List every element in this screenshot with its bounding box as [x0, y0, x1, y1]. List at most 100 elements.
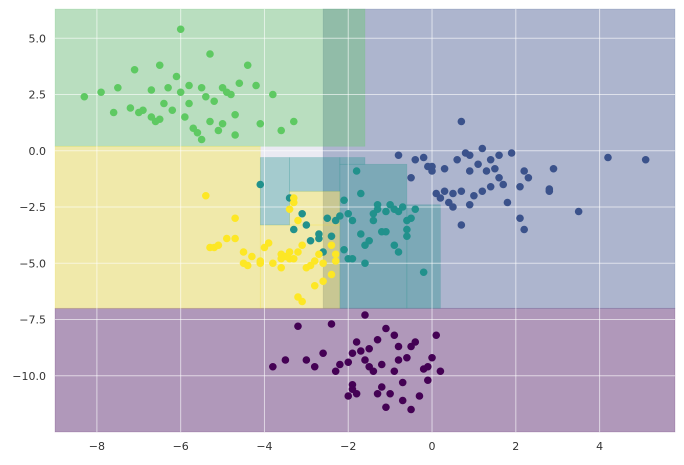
data-point — [449, 203, 457, 211]
data-point — [474, 160, 482, 169]
data-point — [172, 72, 181, 81]
data-point — [243, 261, 252, 270]
data-point — [524, 173, 533, 182]
data-point — [323, 214, 332, 223]
data-point — [302, 356, 311, 364]
data-point — [407, 405, 415, 414]
data-point — [424, 362, 432, 371]
data-point — [361, 259, 369, 268]
data-point — [407, 214, 415, 223]
data-point — [365, 344, 373, 353]
data-point — [310, 281, 319, 290]
data-point — [428, 162, 436, 171]
decision-region — [54, 8, 366, 147]
x-tick-label: −8 — [89, 440, 105, 453]
data-point — [495, 151, 503, 160]
decision-region — [259, 157, 290, 226]
decision-region — [339, 157, 366, 165]
data-point — [185, 81, 193, 90]
data-point — [411, 205, 420, 214]
data-point — [168, 106, 177, 115]
data-point — [486, 182, 495, 191]
data-point — [214, 241, 223, 250]
data-point — [394, 151, 403, 160]
data-point — [281, 356, 290, 364]
data-point — [298, 209, 306, 218]
data-point — [436, 194, 445, 202]
x-tick-label: −2 — [340, 440, 356, 453]
data-point — [415, 392, 424, 400]
data-point — [235, 79, 244, 88]
data-point — [390, 331, 399, 340]
data-point — [457, 117, 466, 126]
data-point — [155, 61, 164, 70]
data-point — [252, 81, 260, 90]
data-point — [495, 173, 503, 182]
data-point — [176, 25, 185, 34]
data-point — [377, 383, 386, 391]
data-point — [361, 356, 369, 364]
data-point — [453, 155, 461, 164]
x-tick-label: 4 — [596, 440, 603, 453]
data-point — [277, 254, 286, 263]
data-point — [256, 119, 265, 128]
data-point — [398, 396, 407, 405]
data-point — [390, 367, 399, 376]
data-point — [147, 86, 156, 94]
data-point — [520, 167, 528, 175]
data-point — [214, 126, 223, 135]
data-point — [377, 360, 386, 369]
data-point — [457, 221, 466, 229]
data-point — [486, 155, 495, 164]
data-point — [394, 248, 403, 256]
data-point — [449, 189, 457, 198]
data-point — [176, 88, 185, 97]
data-point — [340, 245, 348, 254]
data-point — [499, 180, 508, 189]
data-point — [373, 335, 382, 344]
data-point — [130, 65, 139, 74]
data-point — [403, 225, 411, 234]
y-tick-label: 0.0 — [29, 145, 47, 158]
data-point — [641, 155, 650, 164]
data-point — [516, 182, 524, 191]
data-point — [386, 389, 394, 398]
data-point — [227, 90, 235, 99]
data-point — [331, 367, 340, 376]
data-point — [269, 362, 277, 371]
data-point — [344, 392, 353, 400]
data-point — [403, 353, 411, 362]
data-point — [419, 268, 428, 277]
data-point — [327, 270, 336, 279]
data-point — [239, 248, 248, 256]
data-point — [164, 83, 172, 92]
data-point — [369, 367, 378, 376]
data-point — [373, 389, 382, 398]
data-point — [289, 225, 298, 234]
data-point — [193, 128, 202, 137]
data-point — [231, 234, 239, 243]
y-tick-label: 5.0 — [29, 32, 47, 45]
scatter-points — [80, 25, 650, 414]
data-point — [256, 180, 265, 189]
data-point — [398, 378, 407, 387]
data-point — [289, 194, 298, 202]
data-point — [365, 236, 373, 245]
data-point — [348, 216, 357, 225]
y-tick-labels: 5.0 2.5 0.0 −2.5 −5.0 −7.5 −10.0 — [12, 32, 46, 383]
data-point — [294, 248, 302, 256]
data-point — [289, 117, 298, 126]
data-point — [331, 257, 340, 265]
data-point — [361, 311, 369, 319]
data-point — [507, 149, 516, 157]
data-point — [549, 164, 558, 173]
data-point — [97, 88, 105, 97]
data-point — [298, 297, 306, 306]
data-point — [319, 349, 327, 358]
data-point — [210, 97, 218, 106]
data-point — [310, 362, 319, 371]
y-tick-label: −10.0 — [12, 370, 46, 383]
data-point — [231, 131, 239, 139]
data-point — [357, 230, 365, 238]
data-point — [269, 90, 277, 99]
